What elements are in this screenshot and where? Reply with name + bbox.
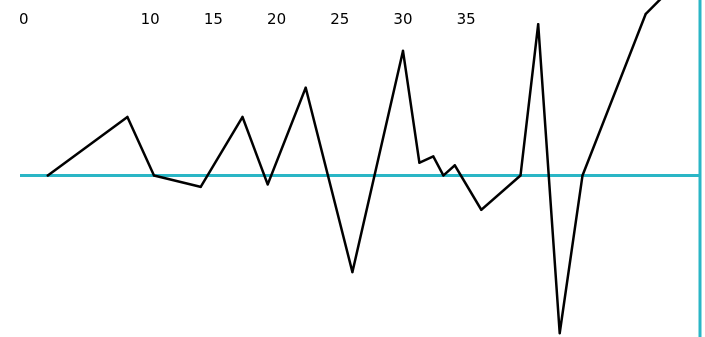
x-tick-label-2: 15 [204, 10, 223, 28]
data-point-14 [519, 174, 522, 177]
data-point-8 [401, 49, 405, 53]
data-point-10 [432, 155, 435, 158]
data-point-16 [558, 331, 561, 335]
data-point-4 [241, 115, 244, 119]
data-point-11 [442, 174, 445, 177]
data-point-0 [46, 174, 50, 177]
x-tick-labels: 0 10 15 20 25 30 35 [19, 10, 476, 28]
data-points [46, 12, 647, 335]
data-point-15 [537, 22, 540, 26]
x-tick-label-5: 30 [393, 10, 412, 28]
data-point-17 [581, 174, 584, 177]
x-tick-label-1: 10 [141, 10, 160, 28]
data-point-7 [351, 270, 354, 274]
x-tick-label-4: 25 [330, 10, 349, 28]
data-point-1 [126, 115, 129, 119]
data-point-5 [266, 183, 269, 186]
data-point-6 [304, 86, 307, 89]
data-point-2 [152, 174, 156, 177]
data-point-3 [199, 185, 202, 189]
data-point-13 [480, 208, 483, 212]
data-point-9 [418, 161, 421, 164]
series-line [46, 0, 662, 335]
x-tick-label-6: 35 [457, 10, 476, 28]
data-point-18 [644, 12, 647, 16]
data-point-12 [453, 164, 456, 167]
x-tick-label-3: 20 [267, 10, 286, 28]
x-tick-label-0: 0 [19, 10, 29, 28]
